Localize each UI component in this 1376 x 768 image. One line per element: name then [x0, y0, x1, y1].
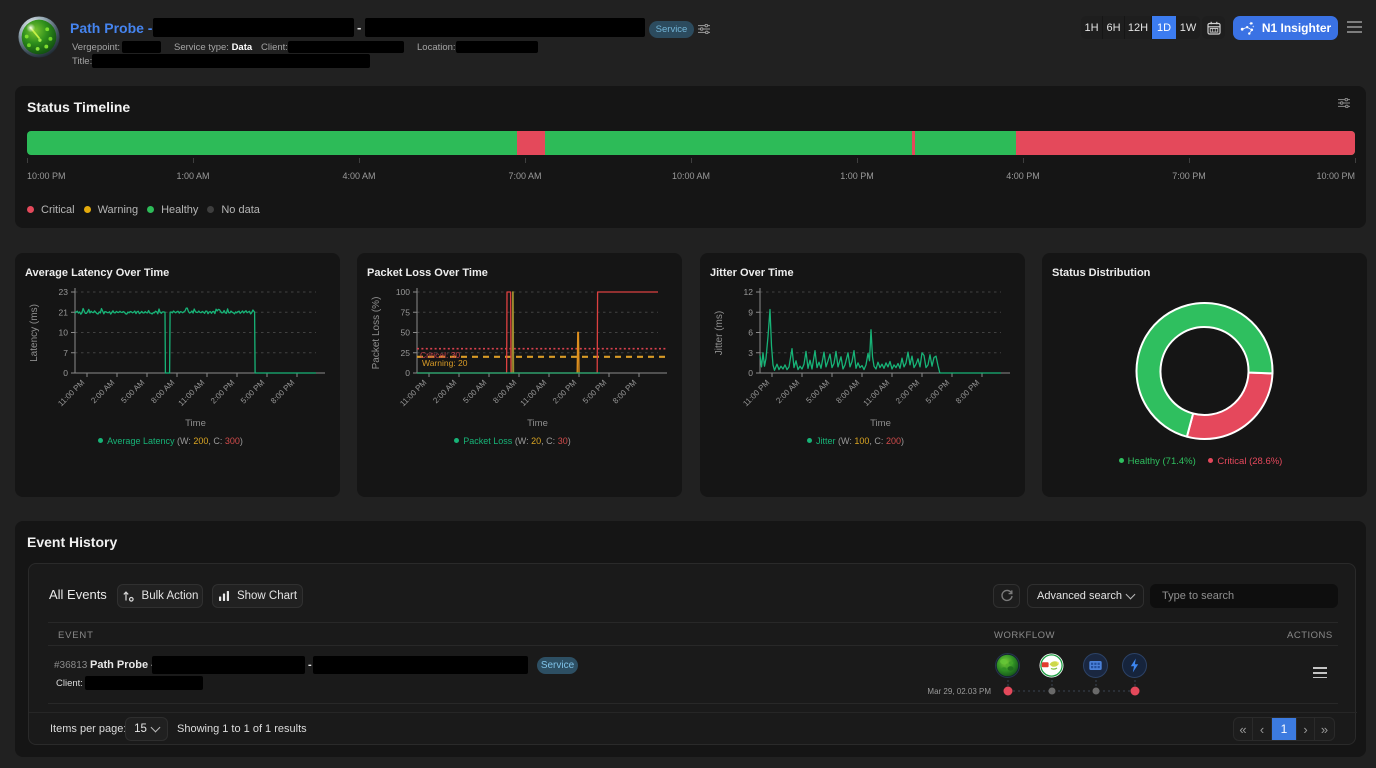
svg-text:2:00 AM: 2:00 AM: [774, 378, 801, 405]
svg-text:11:00 PM: 11:00 PM: [56, 378, 86, 408]
svg-text:12: 12: [744, 287, 754, 297]
svg-text:Packet Loss (%): Packet Loss (%): [371, 297, 382, 370]
svg-text:5:00 AM: 5:00 AM: [119, 378, 146, 405]
svg-text:23: 23: [59, 287, 69, 297]
svg-text:25: 25: [401, 348, 411, 358]
svg-text:5:00 PM: 5:00 PM: [239, 378, 267, 406]
svg-text:2:00 PM: 2:00 PM: [894, 378, 922, 406]
svg-text:Critical: 30: Critical: 30: [420, 350, 460, 360]
svg-text:0: 0: [748, 368, 753, 378]
svg-text:5:00 PM: 5:00 PM: [581, 378, 609, 406]
svg-text:21: 21: [59, 307, 69, 317]
svg-text:8:00 PM: 8:00 PM: [954, 378, 982, 406]
svg-text:Warning: 20: Warning: 20: [422, 358, 468, 368]
svg-text:2:00 AM: 2:00 AM: [89, 378, 116, 405]
svg-text:Jitter (ms): Jitter (ms): [714, 311, 725, 355]
svg-text:11:00 AM: 11:00 AM: [862, 378, 892, 408]
svg-text:0: 0: [405, 368, 410, 378]
svg-text:2:00 PM: 2:00 PM: [209, 378, 237, 406]
svg-text:2:00 PM: 2:00 PM: [551, 378, 579, 406]
svg-text:8:00 AM: 8:00 AM: [149, 378, 176, 405]
svg-text:7: 7: [63, 348, 68, 358]
svg-text:2:00 AM: 2:00 AM: [431, 378, 458, 405]
svg-text:11:00 PM: 11:00 PM: [741, 378, 771, 408]
svg-text:50: 50: [401, 328, 411, 338]
svg-text:9: 9: [748, 307, 753, 317]
svg-text:Latency (ms): Latency (ms): [29, 304, 40, 362]
svg-text:5:00 AM: 5:00 AM: [461, 378, 488, 405]
svg-text:5:00 AM: 5:00 AM: [804, 378, 831, 405]
svg-text:8:00 AM: 8:00 AM: [834, 378, 861, 405]
svg-text:3: 3: [748, 348, 753, 358]
svg-text:5:00 PM: 5:00 PM: [924, 378, 952, 406]
svg-text:11:00 PM: 11:00 PM: [398, 378, 428, 408]
svg-text:6: 6: [748, 328, 753, 338]
svg-text:11:00 AM: 11:00 AM: [177, 378, 207, 408]
svg-text:75: 75: [401, 307, 411, 317]
svg-text:0: 0: [63, 368, 68, 378]
svg-text:10: 10: [59, 328, 69, 338]
svg-text:100: 100: [396, 287, 410, 297]
svg-text:8:00 PM: 8:00 PM: [269, 378, 297, 406]
svg-text:11:00 AM: 11:00 AM: [519, 378, 549, 408]
svg-text:8:00 PM: 8:00 PM: [611, 378, 639, 406]
svg-text:8:00 AM: 8:00 AM: [491, 378, 518, 405]
